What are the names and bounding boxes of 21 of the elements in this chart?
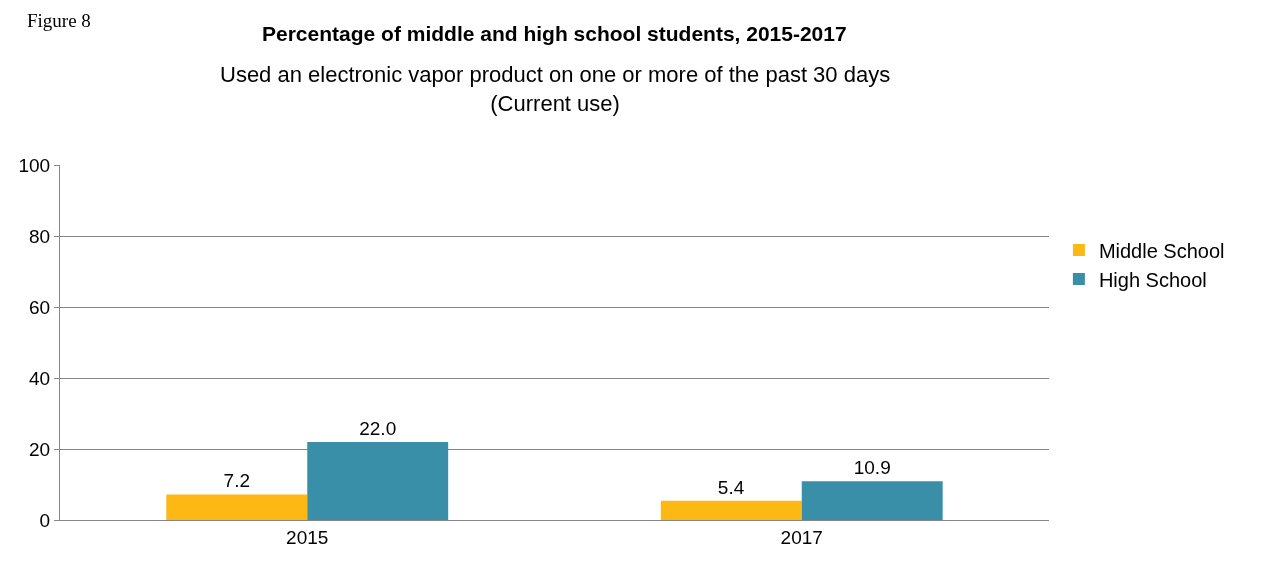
chart-subtitle: Used an electronic vapor product on one or more of the past 30 days (Current use) — [220, 62, 891, 116]
data-label: 22.0 — [359, 417, 397, 439]
caption: Figure 8 — [27, 10, 91, 31]
y-tick-label: 80 — [29, 225, 51, 247]
y-tick-label: 20 — [29, 438, 51, 460]
chart-title: Percentage of middle and high school students, 2015-2017 — [262, 22, 847, 45]
data-label: 7.2 — [223, 470, 250, 492]
x-tick-label: 2017 — [780, 526, 823, 548]
bar — [166, 494, 308, 520]
y-tick-label: 100 — [18, 154, 51, 176]
data-label: 5.4 — [717, 476, 745, 498]
bar — [801, 481, 943, 520]
legend-label: High School — [1098, 268, 1207, 291]
y-tick-label: 40 — [29, 367, 51, 389]
y-tick-label: 0 — [39, 509, 51, 531]
x-tick-label: 2015 — [286, 526, 329, 548]
bar — [660, 500, 802, 520]
y-tick-label: 60 — [29, 296, 51, 318]
bar — [307, 441, 449, 520]
legend-label: Middle School — [1098, 239, 1225, 262]
data-label: 10.9 — [853, 457, 891, 479]
